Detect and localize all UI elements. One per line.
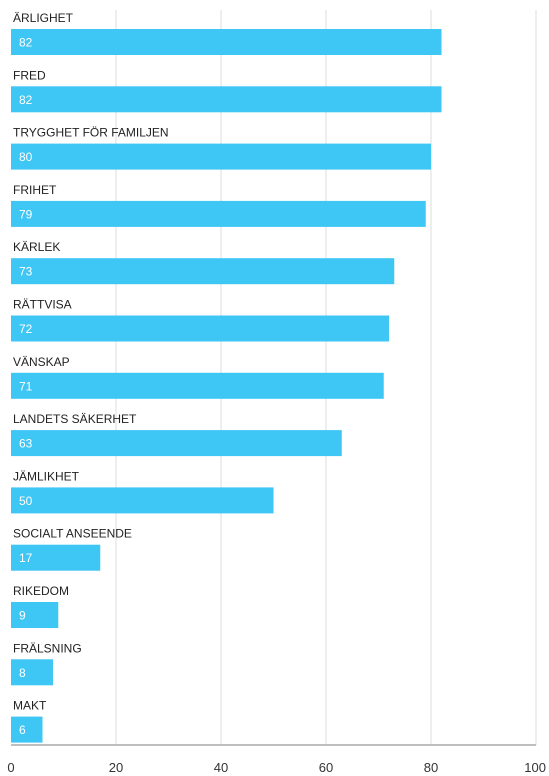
category-label: SOCIALT ANSEENDE bbox=[13, 527, 132, 541]
category-label: FRIHET bbox=[13, 183, 57, 197]
x-tick-label: 80 bbox=[424, 760, 438, 775]
category-label: ÄRLIGHET bbox=[13, 11, 74, 25]
category-label: KÄRLEK bbox=[13, 240, 60, 254]
x-tick-label: 20 bbox=[109, 760, 123, 775]
bar bbox=[11, 315, 389, 342]
value-label: 79 bbox=[19, 207, 33, 221]
bar bbox=[11, 659, 53, 686]
value-label: 8 bbox=[19, 666, 26, 680]
bar bbox=[11, 544, 101, 571]
x-tick-label: 40 bbox=[214, 760, 228, 775]
bar bbox=[11, 29, 442, 55]
category-label: RIKEDOM bbox=[13, 584, 69, 598]
category-label: JÄMLIKHET bbox=[13, 469, 80, 483]
bar bbox=[11, 372, 384, 399]
value-label: 82 bbox=[19, 36, 33, 50]
x-tick-label: 0 bbox=[7, 760, 14, 775]
x-tick-label: 60 bbox=[319, 760, 333, 775]
value-label: 82 bbox=[19, 93, 33, 107]
category-label: FRED bbox=[13, 68, 46, 82]
value-label: 73 bbox=[19, 265, 33, 279]
bar bbox=[11, 430, 342, 457]
bar bbox=[11, 716, 43, 743]
value-label: 63 bbox=[19, 437, 33, 451]
value-label: 6 bbox=[19, 723, 26, 737]
category-label: RÄTTVISA bbox=[13, 298, 72, 312]
value-label: 71 bbox=[19, 379, 33, 393]
category-label: TRYGGHET FÖR FAMILJEN bbox=[13, 126, 169, 140]
category-label: LANDETS SÄKERHET bbox=[13, 412, 137, 426]
category-label: FRÄLSNING bbox=[13, 641, 82, 655]
value-label: 72 bbox=[19, 322, 33, 336]
x-tick-label: 100 bbox=[524, 760, 546, 775]
bar bbox=[11, 487, 274, 514]
bar bbox=[11, 258, 395, 285]
bars: ÄRLIGHET 82 FRED 82 TRYGGHET FÖR FAMILJEN 80 F… bbox=[11, 11, 442, 743]
bar bbox=[11, 602, 59, 628]
bar bbox=[11, 143, 431, 170]
value-label: 17 bbox=[19, 551, 33, 565]
bar bbox=[11, 200, 426, 227]
x-axis: 0 20 40 60 80 100 bbox=[7, 744, 546, 775]
value-label: 80 bbox=[19, 150, 33, 164]
bar bbox=[11, 86, 442, 113]
category-label: MAKT bbox=[13, 699, 47, 713]
value-label: 9 bbox=[19, 609, 26, 623]
value-label: 50 bbox=[19, 494, 33, 508]
category-label: VÄNSKAP bbox=[13, 355, 70, 369]
